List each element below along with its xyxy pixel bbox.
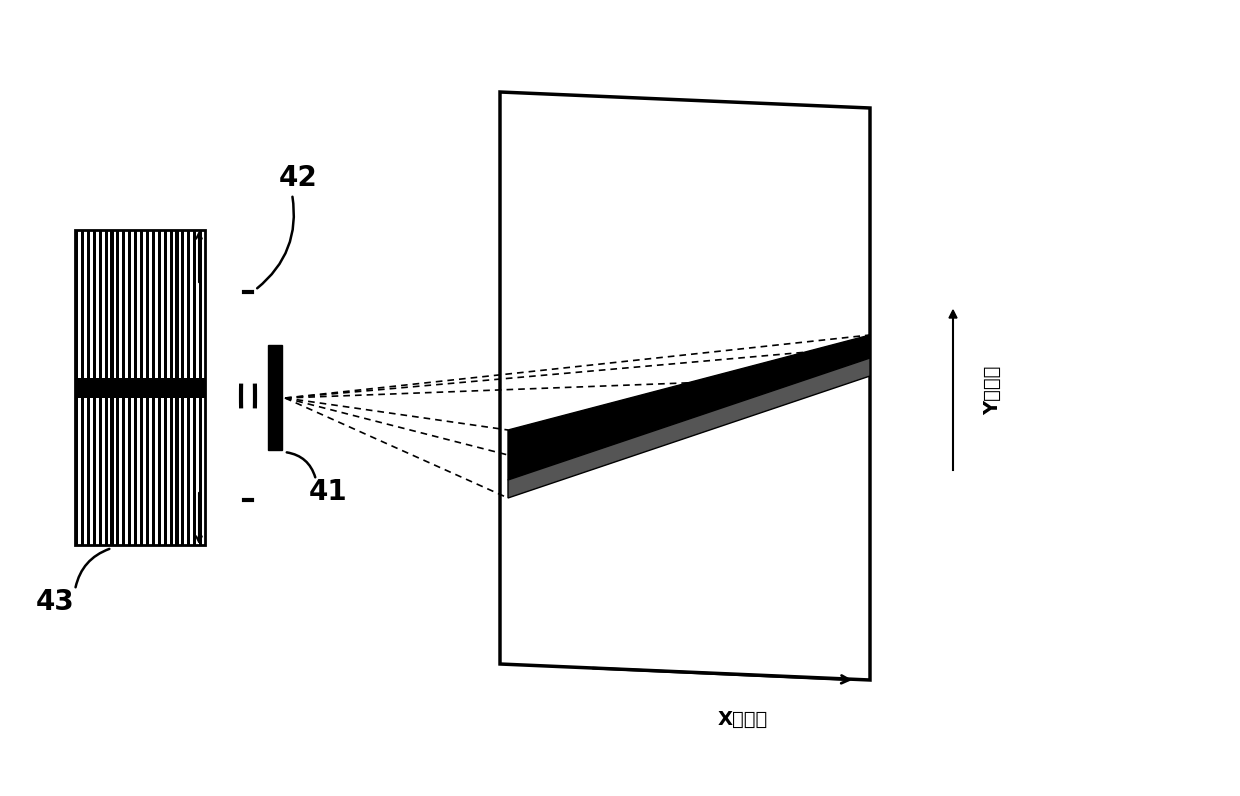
Bar: [110, 230, 114, 545]
Bar: [104, 230, 108, 545]
Polygon shape: [508, 335, 870, 480]
Polygon shape: [500, 92, 870, 680]
Bar: [123, 230, 125, 545]
Bar: [74, 230, 205, 545]
Bar: [187, 230, 191, 545]
Bar: [81, 230, 84, 545]
Bar: [200, 230, 202, 545]
Bar: [134, 230, 138, 545]
Bar: [140, 230, 143, 545]
Bar: [74, 377, 205, 397]
Bar: [157, 230, 161, 545]
Bar: [93, 230, 95, 545]
Bar: [128, 230, 131, 545]
Bar: [175, 230, 179, 545]
Text: 41: 41: [309, 478, 347, 506]
FancyArrowPatch shape: [257, 197, 294, 288]
Bar: [151, 230, 155, 545]
Polygon shape: [508, 358, 870, 498]
FancyArrowPatch shape: [76, 549, 109, 587]
Bar: [146, 230, 149, 545]
Polygon shape: [949, 310, 957, 318]
Bar: [268, 345, 281, 450]
Bar: [74, 230, 78, 545]
Bar: [87, 230, 89, 545]
Bar: [170, 230, 172, 545]
FancyArrowPatch shape: [286, 452, 315, 478]
Text: 43: 43: [36, 588, 74, 616]
Bar: [164, 230, 166, 545]
Text: X轴方向: X轴方向: [718, 710, 768, 729]
Text: Y轴方向: Y轴方向: [983, 365, 1002, 415]
Bar: [181, 230, 185, 545]
Text: 42: 42: [279, 164, 317, 192]
Bar: [193, 230, 196, 545]
Bar: [117, 230, 119, 545]
Bar: [99, 230, 102, 545]
